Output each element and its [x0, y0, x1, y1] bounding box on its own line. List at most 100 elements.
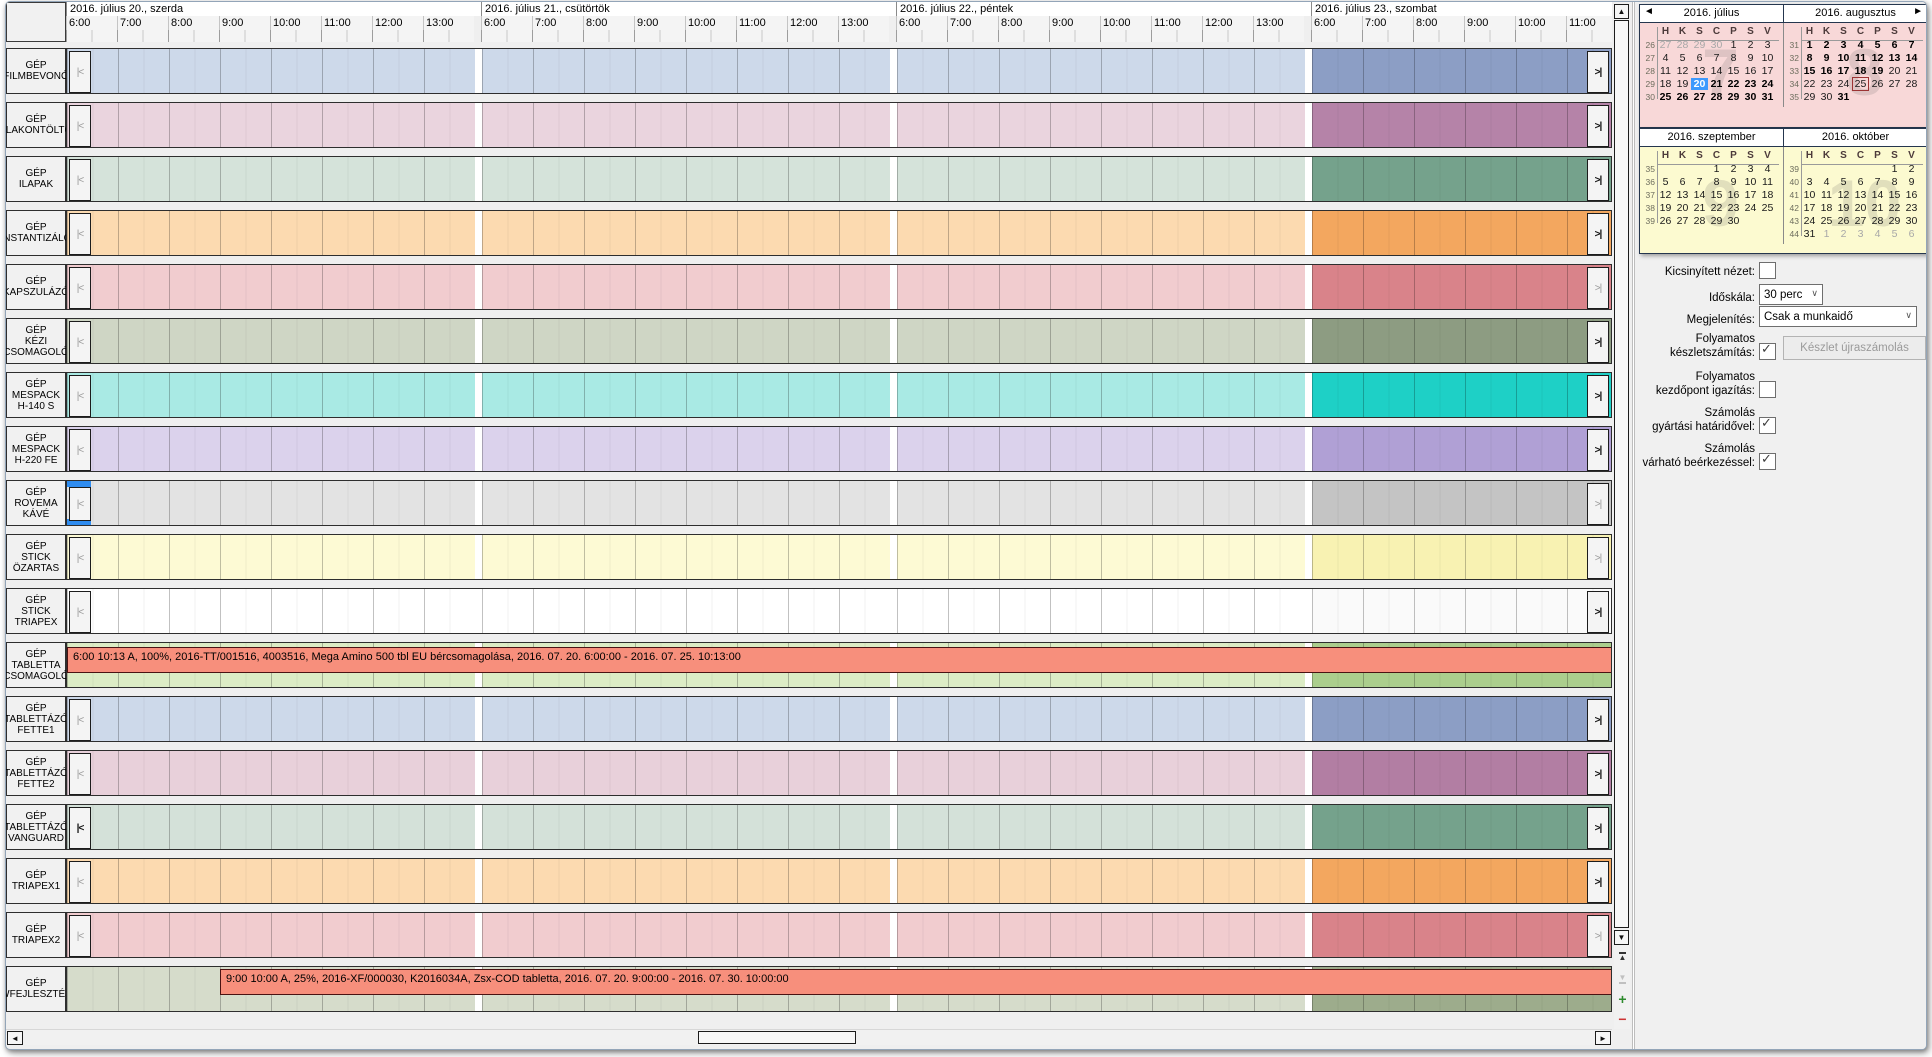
calendar-day[interactable]: 30: [1820, 90, 1833, 103]
jump-to-end-button[interactable]: >|: [1587, 861, 1609, 903]
calendar-day[interactable]: 28: [1905, 77, 1918, 90]
jump-to-end-button[interactable]: >|: [1587, 51, 1609, 93]
checkbox-calc-arrival[interactable]: ✓: [1759, 451, 1776, 470]
collapse-rows-down-button[interactable]: ▼: [1616, 972, 1629, 986]
calendar-day[interactable]: 30: [1905, 214, 1918, 227]
calendar-day[interactable]: 2: [1823, 38, 1830, 51]
jump-to-start-button[interactable]: |<: [69, 429, 91, 471]
calendar-day[interactable]: 10: [1837, 51, 1850, 64]
jump-to-start-button[interactable]: |<: [69, 375, 91, 417]
jump-to-end-button[interactable]: >|: [1587, 753, 1609, 795]
jump-to-end-button[interactable]: >|: [1587, 105, 1609, 147]
calendar-day[interactable]: 17: [1761, 64, 1774, 77]
calendar-day[interactable]: 14: [1693, 188, 1706, 201]
calendar-day[interactable]: 16: [1744, 64, 1757, 77]
vertical-scrollbar-thumb[interactable]: [1614, 20, 1629, 928]
calendar-day[interactable]: 7: [1874, 175, 1881, 188]
calendar-day[interactable]: 27: [1659, 38, 1672, 51]
jump-to-end-button[interactable]: >|: [1587, 483, 1609, 525]
calendar-day[interactable]: 30: [1744, 90, 1757, 103]
calendar-day[interactable]: 9: [1730, 175, 1737, 188]
jump-to-start-button[interactable]: |<: [69, 807, 91, 849]
calendar-day[interactable]: 23: [1905, 201, 1918, 214]
calendar-day[interactable]: 25: [1820, 214, 1833, 227]
jump-to-end-button[interactable]: >|: [1587, 807, 1609, 849]
calendar-day[interactable]: 3: [1764, 38, 1771, 51]
calendar-day[interactable]: 24: [1803, 214, 1816, 227]
calendar-day[interactable]: 23: [1744, 77, 1757, 90]
calendar-day[interactable]: 4: [1874, 227, 1881, 240]
calendar-day[interactable]: 6: [1908, 227, 1915, 240]
checkbox-continuous-start[interactable]: [1759, 381, 1776, 398]
calendar-day[interactable]: 14: [1905, 51, 1918, 64]
calendar-day[interactable]: 2: [1908, 162, 1915, 175]
calendar-day[interactable]: 4: [1823, 175, 1830, 188]
calendar-day[interactable]: 26: [1659, 214, 1672, 227]
calendar-day[interactable]: 29: [1710, 214, 1723, 227]
jump-to-end-button[interactable]: >|: [1587, 375, 1609, 417]
calendar-day[interactable]: 10: [1803, 188, 1816, 201]
scroll-up-button[interactable]: ▲: [1614, 4, 1629, 19]
calendar-day[interactable]: 6: [1857, 175, 1864, 188]
select-time-scale[interactable]: 30 perc ∨: [1759, 284, 1823, 305]
calendar-day[interactable]: 25: [1761, 201, 1774, 214]
collapse-rows-up-button[interactable]: ▲: [1616, 950, 1629, 964]
calendar-day[interactable]: 1: [1713, 162, 1720, 175]
calendar-day[interactable]: 8: [1713, 175, 1720, 188]
jump-to-start-button[interactable]: |<: [69, 51, 91, 93]
calendar-day[interactable]: 7: [1908, 38, 1915, 51]
calendar-day[interactable]: 12: [1659, 188, 1672, 201]
calendar-day[interactable]: 18: [1820, 201, 1833, 214]
calendar-day[interactable]: 5: [1874, 38, 1881, 51]
horizontal-scrollbar[interactable]: ◄ ►: [6, 1029, 1612, 1045]
calendar-day[interactable]: 4: [1857, 38, 1864, 51]
calendar-day[interactable]: 21: [1871, 201, 1884, 214]
calendar-day[interactable]: 9: [1823, 51, 1830, 64]
task-bar[interactable]: 6:00 10:13 A, 100%, 2016-TT/001516, 4003…: [67, 647, 1611, 673]
calendar-day[interactable]: 8: [1730, 51, 1737, 64]
calendar-day[interactable]: 16: [1820, 64, 1833, 77]
calendar-day[interactable]: 23: [1820, 77, 1833, 90]
calendar-day[interactable]: 29: [1888, 214, 1901, 227]
calendar-day[interactable]: 30: [1710, 38, 1723, 51]
calendar-day[interactable]: 28: [1693, 214, 1706, 227]
vertical-scrollbar[interactable]: ▲ ▼: [1614, 2, 1630, 1029]
calendar-day[interactable]: 24: [1744, 201, 1757, 214]
calendar-day[interactable]: 10: [1761, 51, 1774, 64]
scroll-right-button[interactable]: ►: [1595, 1031, 1611, 1045]
calendar-day[interactable]: 21: [1905, 64, 1918, 77]
scroll-left-button[interactable]: ◄: [7, 1031, 23, 1045]
calendar-day[interactable]: 3: [1747, 162, 1754, 175]
jump-to-start-button[interactable]: |<: [69, 915, 91, 957]
jump-to-end-button[interactable]: >|: [1587, 159, 1609, 201]
calendar-day[interactable]: 9: [1747, 51, 1754, 64]
jump-to-end-button[interactable]: >|: [1587, 321, 1609, 363]
checkbox-small-view[interactable]: [1759, 262, 1776, 279]
calendar-day[interactable]: 28: [1676, 38, 1689, 51]
jump-to-start-button[interactable]: |<: [69, 487, 91, 521]
calendar-day[interactable]: 3: [1840, 38, 1847, 51]
jump-to-end-button[interactable]: >|: [1587, 915, 1609, 957]
calendar-day[interactable]: 30: [1727, 214, 1740, 227]
jump-to-end-button[interactable]: >|: [1587, 213, 1609, 255]
jump-to-end-button[interactable]: >|: [1587, 267, 1609, 309]
calendar-day[interactable]: 15: [1888, 188, 1901, 201]
calendar-day[interactable]: 1: [1806, 38, 1813, 51]
zoom-out-button[interactable]: −: [1616, 1012, 1629, 1026]
calendar-day[interactable]: 21: [1710, 77, 1723, 90]
calendar-day[interactable]: 2: [1730, 162, 1737, 175]
calendar-day[interactable]: 20: [1691, 77, 1708, 90]
calendar-day[interactable]: 27: [1676, 214, 1689, 227]
calendar-day[interactable]: 9: [1908, 175, 1915, 188]
jump-to-start-button[interactable]: |<: [69, 591, 91, 633]
calendar-day[interactable]: 3: [1857, 227, 1864, 240]
calendar-day[interactable]: 7: [1713, 51, 1720, 64]
calendar-day[interactable]: 1: [1823, 227, 1830, 240]
select-display-mode[interactable]: Csak a munkaidő ∨: [1759, 306, 1917, 327]
calendar-day[interactable]: 18: [1854, 64, 1867, 77]
calendar-day[interactable]: 29: [1727, 90, 1740, 103]
checkbox-continuous-stock[interactable]: ✓: [1759, 341, 1776, 360]
calendar-day[interactable]: 19: [1676, 77, 1689, 90]
calendar-day[interactable]: 1: [1891, 162, 1898, 175]
calendar-day[interactable]: 20: [1854, 201, 1867, 214]
